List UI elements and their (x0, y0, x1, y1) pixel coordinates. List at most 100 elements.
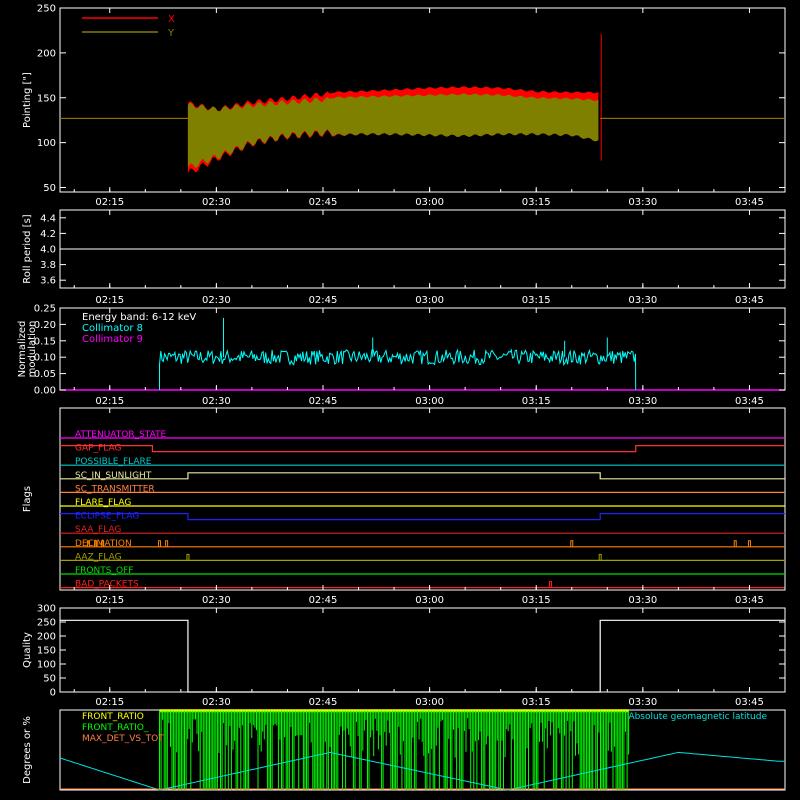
flag-decimation-glitch (94, 540, 98, 547)
flag-aaz-flag-label: AAZ_FLAG (75, 552, 122, 562)
x-tick-label: 02:30 (202, 197, 231, 208)
y-tick-label: 0.20 (34, 320, 56, 331)
y-tick-label: 0.25 (34, 304, 56, 315)
x-tick-label: 02:45 (309, 697, 338, 708)
x-tick-label: 02:30 (202, 697, 231, 708)
x-tick-label: 02:30 (202, 595, 231, 606)
flag-decimation-glitch (86, 540, 90, 547)
y-axis-label: Flags (22, 486, 33, 512)
x-tick-label: 02:30 (202, 396, 231, 407)
collimator-8-line (159, 348, 637, 391)
flag-flare-flag-label: FLARE_FLAG (75, 498, 131, 508)
legend-label: FRONT_RATIO (82, 712, 144, 722)
flag-bad-packets-label: BAD_PACKETS (75, 580, 139, 590)
y-tick-label: 250 (37, 4, 56, 15)
flag-decimation-glitch (158, 540, 162, 547)
flag-aaz-flag-glitch (186, 553, 190, 561)
y-tick-label: 0.00 (34, 386, 56, 397)
x-tick-label: 02:15 (95, 595, 124, 606)
y-tick-label: 4.0 (40, 245, 56, 256)
y-tick-label: 3.6 (40, 276, 56, 287)
pointing-plot-frame (59, 7, 786, 193)
x-tick-label: 03:15 (522, 396, 551, 407)
flag-sc-in-sunlight-label: SC_IN_SUNLIGHT (75, 471, 152, 481)
x-tick-label: 02:30 (202, 295, 231, 306)
y-tick-label: 0.15 (34, 336, 56, 347)
legend-label: MAX_DET_VS_TOT (82, 734, 164, 744)
y-tick-label: 50 (43, 674, 56, 685)
legend-label: FRONT_RATIO_ (82, 723, 149, 733)
x-tick-label: 03:45 (735, 697, 764, 708)
geomagnetic-latitude-label: Absolute geomagnetic latitude (628, 712, 767, 722)
quality-line (60, 619, 785, 693)
y-tick-label: 0.10 (34, 353, 56, 364)
flag-saa-flag-label: SAA_FLAG (75, 525, 121, 535)
x-tick-label: 03:00 (415, 697, 444, 708)
flag-eclipse-flag-label: ECLIPSE_FLAG (75, 512, 139, 522)
y-tick-label: 200 (37, 48, 56, 59)
flag-decimation-label: DECIMATION (75, 539, 132, 549)
flag-aaz-flag-glitch (598, 553, 602, 561)
flag-decimation-glitch (101, 540, 105, 547)
x-tick-label: 02:15 (95, 697, 124, 708)
x-tick-label: 03:30 (628, 197, 657, 208)
x-tick-label: 03:15 (522, 595, 551, 606)
flag-gap-flag-label: GAP_FLAG (75, 444, 121, 454)
legend-label: Collimator 8 (82, 323, 143, 334)
flags-plot-frame (59, 407, 786, 591)
y-tick-label: 0 (50, 688, 56, 699)
x-tick-label: 03:30 (628, 295, 657, 306)
y-tick-label: 50 (43, 183, 56, 194)
x-tick-label: 02:45 (309, 396, 338, 407)
x-tick-label: 03:45 (735, 197, 764, 208)
series-y-band (187, 93, 599, 168)
legend-label-x: X (168, 14, 175, 25)
flag-gap-flag-line (60, 445, 785, 453)
x-tick-label: 03:45 (735, 396, 764, 407)
y-tick-label: 150 (37, 646, 56, 657)
x-tick-label: 03:45 (735, 295, 764, 306)
flag-fronts-off-label: FRONTS_OFF (75, 566, 133, 576)
y-tick-label: 100 (37, 660, 56, 671)
legend-label-y: Y (167, 28, 175, 39)
y-axis-label: modulation (27, 321, 38, 378)
legend-label: Energy band: 6-12 keV (82, 312, 196, 323)
y-tick-label: 250 (37, 618, 56, 629)
geomagnetic-latitude-line (59, 751, 785, 791)
y-tick-label: 4.2 (40, 229, 56, 240)
x-tick-label: 02:15 (95, 396, 124, 407)
x-tick-label: 03:00 (415, 396, 444, 407)
y-tick-label: 300 (37, 604, 56, 615)
y-axis-label: Roll period [s] (22, 214, 33, 283)
x-tick-label: 03:15 (522, 295, 551, 306)
flag-eclipse-flag-line (60, 513, 785, 521)
x-tick-label: 03:30 (628, 595, 657, 606)
y-tick-label: 150 (37, 93, 56, 104)
x-tick-label: 03:15 (522, 197, 551, 208)
flag-decimation-glitch (733, 540, 737, 547)
x-tick-label: 02:45 (309, 595, 338, 606)
flag-decimation-glitch (570, 540, 574, 547)
x-tick-label: 03:30 (628, 697, 657, 708)
x-tick-label: 03:30 (628, 396, 657, 407)
y-axis-label: Quality (22, 632, 33, 668)
flag-possible-flare-label: POSSIBLE_FLARE (75, 457, 152, 467)
flag-bad-packets-glitch (548, 581, 552, 588)
legend-label: Collimator 9 (82, 334, 143, 345)
x-tick-label: 02:15 (95, 197, 124, 208)
x-tick-label: 03:45 (735, 595, 764, 606)
flag-sc-in-sunlight-line (60, 472, 785, 480)
y-axis-label: Pointing ["] (22, 72, 33, 128)
x-tick-label: 03:00 (415, 595, 444, 606)
flag-sc-transmitter-label: SC_TRANSMITTER (75, 484, 155, 494)
x-tick-label: 03:00 (415, 197, 444, 208)
y-tick-label: 4.4 (40, 213, 56, 224)
y-tick-label: 100 (37, 138, 56, 149)
flag-decimation-glitch (747, 540, 751, 547)
x-tick-label: 03:00 (415, 295, 444, 306)
x-tick-label: 02:15 (95, 295, 124, 306)
y-tick-label: 200 (37, 632, 56, 643)
y-axis-label: Normalized (17, 321, 28, 378)
